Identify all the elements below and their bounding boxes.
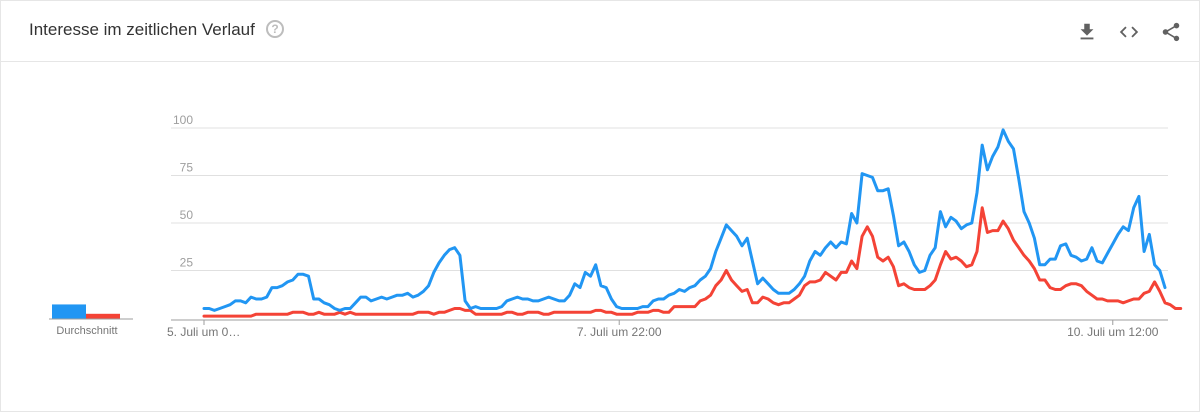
y-tick-label: 75	[180, 161, 194, 175]
help-circle-icon[interactable]: ?	[266, 20, 284, 38]
average-bars	[49, 304, 133, 320]
card-title: Interesse im zeitlichen Verlauf	[29, 20, 255, 39]
average-label: Durchschnitt	[56, 325, 118, 337]
series-line-1	[202, 128, 1167, 312]
average-bar-series-2	[86, 313, 120, 319]
x-tick-label: 10. Juli um 12:00	[1067, 325, 1159, 339]
embed-code-icon[interactable]	[1118, 21, 1140, 43]
x-tick-label: 7. Juli um 22:00	[577, 325, 662, 339]
line-chart: 100 75 50 25 5. Juli um 0… 7. Juli um 22:00 10…	[167, 113, 1183, 339]
card-header: Interesse im zeitlichen Verlauf ?	[1, 1, 1199, 62]
series-line-2	[202, 206, 1183, 318]
y-tick-label: 100	[173, 113, 193, 127]
y-tick-label: 25	[180, 256, 194, 270]
y-tick-label: 50	[180, 208, 194, 222]
share-icon[interactable]	[1160, 21, 1182, 43]
download-icon[interactable]	[1076, 21, 1098, 43]
x-tick-label: 5. Juli um 0…	[167, 325, 240, 339]
average-bar-series-1	[52, 304, 86, 319]
